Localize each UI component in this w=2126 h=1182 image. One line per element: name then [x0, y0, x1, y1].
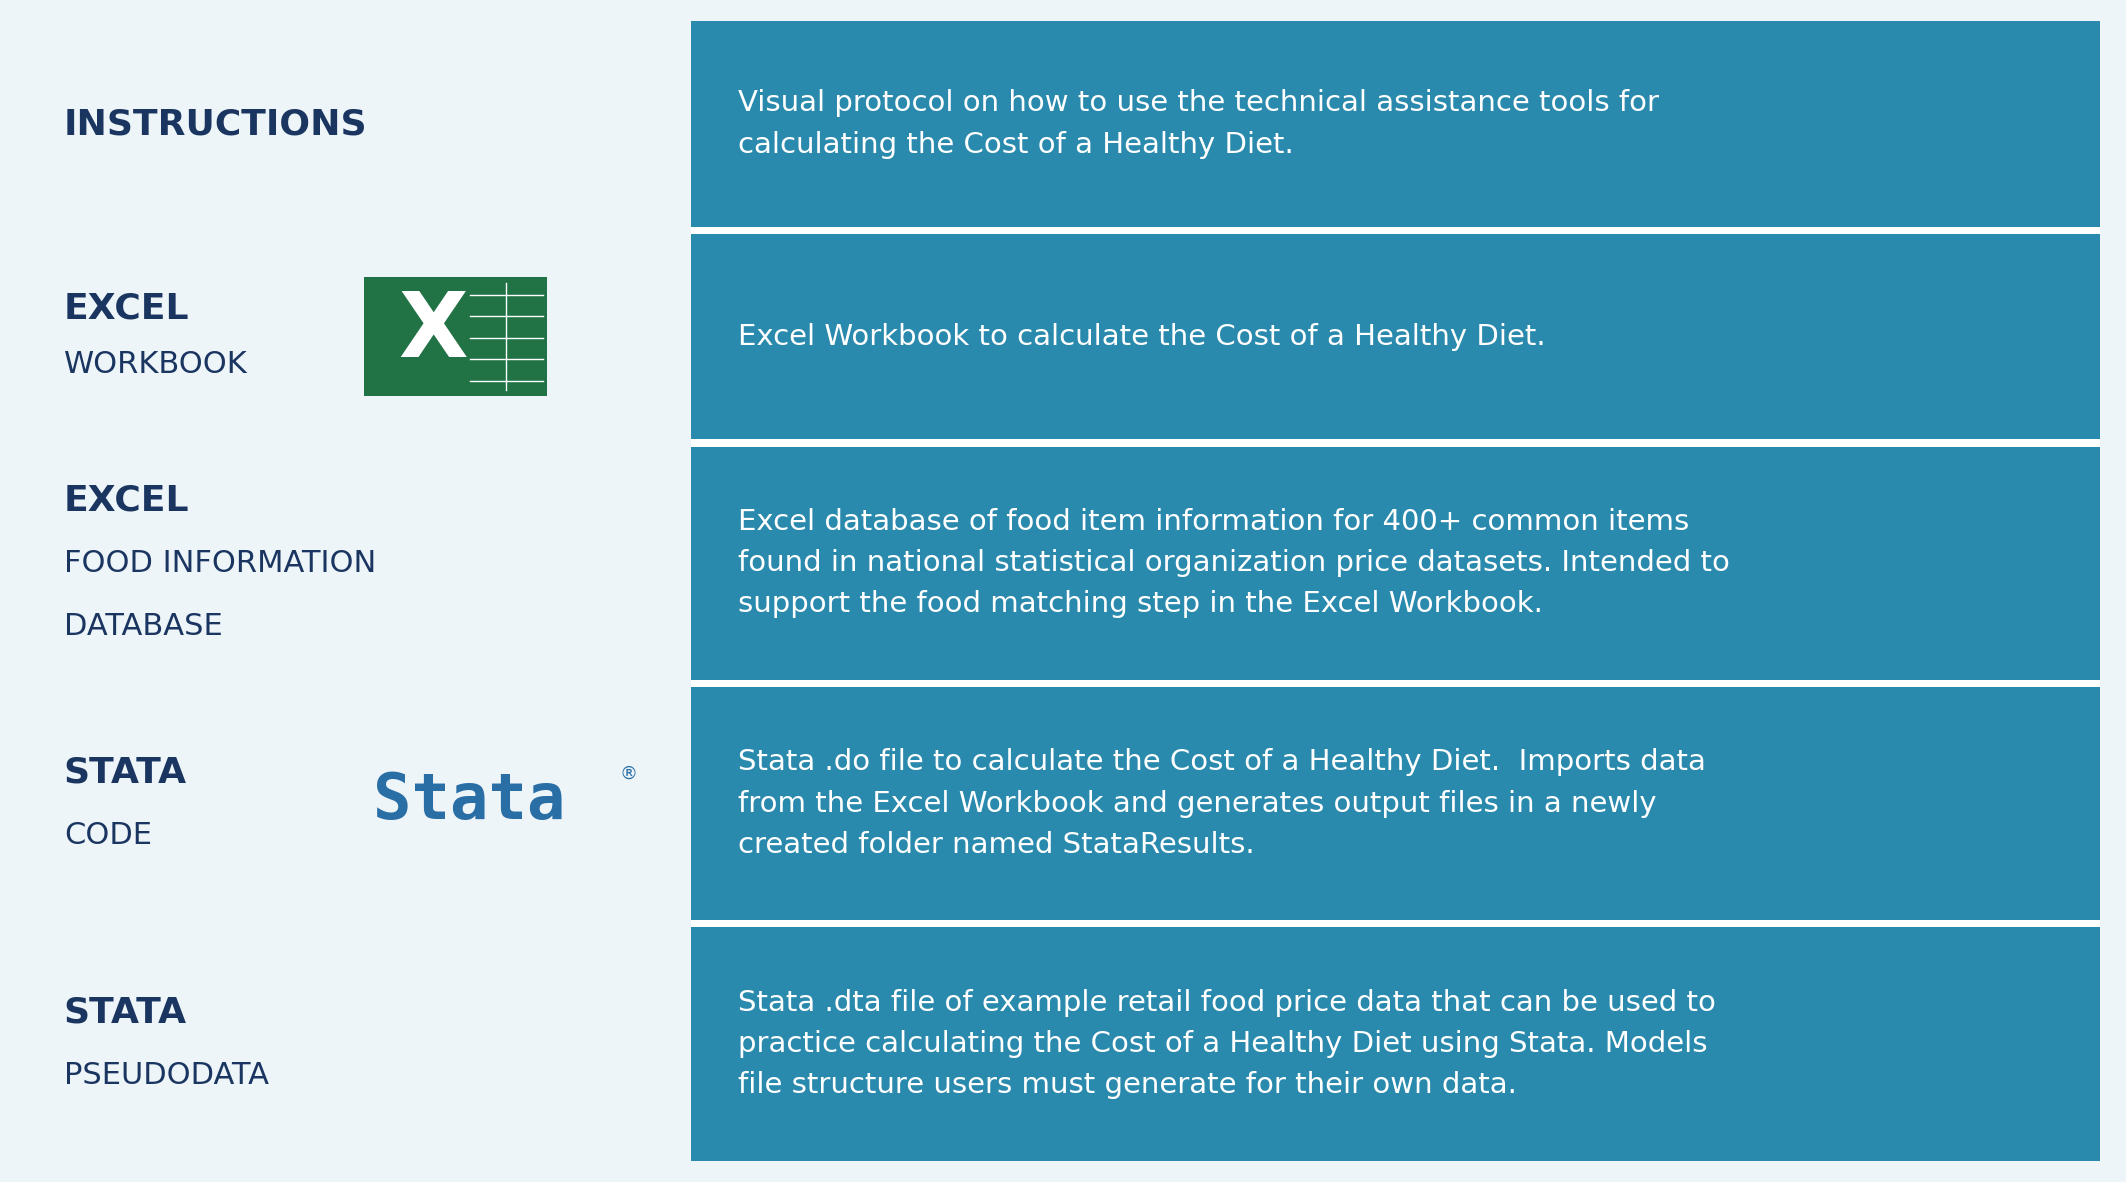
Bar — [691, 440, 2100, 447]
Bar — [364, 277, 546, 396]
Text: Excel Workbook to calculate the Cost of a Healthy Diet.: Excel Workbook to calculate the Cost of … — [738, 323, 1546, 351]
Text: FOOD INFORMATION: FOOD INFORMATION — [64, 548, 376, 578]
Bar — [26, 447, 670, 680]
Text: Stata .do file to calculate the Cost of a Healthy Diet.  Imports data
from the E: Stata .do file to calculate the Cost of … — [738, 748, 1705, 859]
Text: X: X — [400, 288, 468, 376]
Bar — [691, 234, 2100, 440]
Bar — [691, 227, 2100, 234]
Bar — [691, 687, 2100, 921]
Text: ®: ® — [619, 765, 638, 782]
Bar — [26, 687, 670, 921]
Text: EXCEL: EXCEL — [64, 292, 189, 326]
Bar — [26, 21, 670, 227]
Text: EXCEL: EXCEL — [64, 483, 189, 518]
Text: INSTRUCTIONS: INSTRUCTIONS — [64, 108, 368, 141]
Bar — [691, 680, 2100, 687]
Bar — [691, 921, 2100, 928]
Text: DATABASE: DATABASE — [64, 612, 223, 641]
Text: Excel database of food item information for 400+ common items
found in national : Excel database of food item information … — [738, 508, 1731, 618]
Text: STATA: STATA — [64, 995, 187, 1030]
Bar — [691, 21, 2100, 227]
Bar — [691, 447, 2100, 680]
Text: Stata: Stata — [372, 771, 566, 832]
Text: STATA: STATA — [64, 755, 187, 790]
Text: WORKBOOK: WORKBOOK — [64, 350, 247, 379]
Bar — [26, 928, 670, 1161]
Bar — [691, 928, 2100, 1161]
Text: Stata .dta file of example retail food price data that can be used to
practice c: Stata .dta file of example retail food p… — [738, 989, 1716, 1099]
Text: Visual protocol on how to use the technical assistance tools for
calculating the: Visual protocol on how to use the techni… — [738, 90, 1658, 158]
Bar — [26, 234, 670, 440]
Text: CODE: CODE — [64, 820, 151, 850]
Text: PSEUDODATA: PSEUDODATA — [64, 1061, 268, 1090]
